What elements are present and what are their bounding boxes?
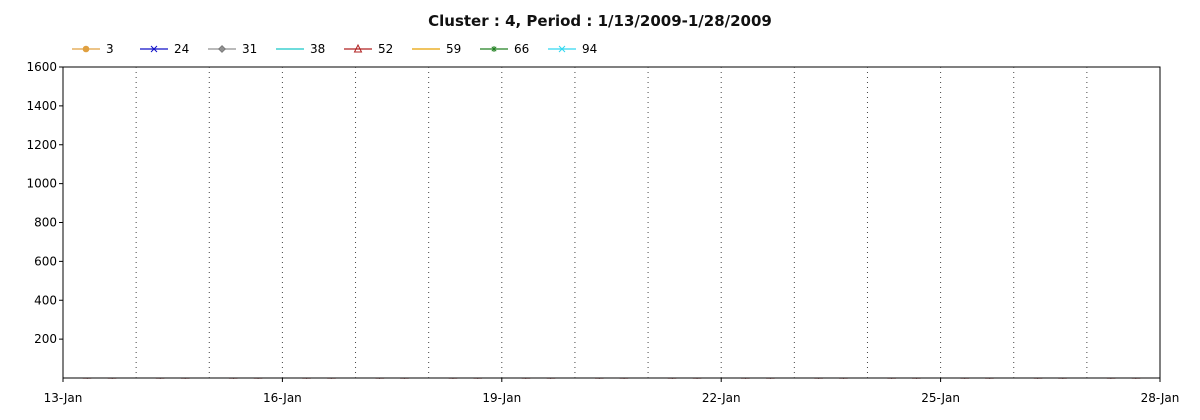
legend-item-31: 31 (208, 42, 257, 56)
legend-item-3: 3 (72, 42, 114, 56)
chart-title: Cluster : 4, Period : 1/13/2009-1/28/200… (428, 12, 772, 30)
x-tick-label: 19-Jan (482, 391, 521, 405)
axes: 200 400 600 800 1000 1200 1400 1600 13-Jan 16-Jan… (26, 60, 1179, 405)
legend-marker-94 (558, 45, 566, 53)
legend-item-66: 66 (480, 42, 529, 56)
legend-label-31: 31 (242, 42, 257, 56)
y-tick-label: 600 (34, 254, 57, 268)
y-tick-label: 400 (34, 293, 57, 307)
plot-frame (62, 66, 1161, 379)
legend-marker-66 (491, 46, 497, 52)
y-tick-label: 1400 (26, 99, 57, 113)
x-tick-label: 25-Jan (921, 391, 960, 405)
y-tick-label: 1000 (26, 177, 57, 191)
legend-label-52: 52 (378, 42, 393, 56)
legend-marker-24 (150, 45, 158, 53)
legend-item-59: 59 (412, 42, 461, 56)
legend-item-24: 24 (140, 42, 189, 56)
legend-item-38: 38 (276, 42, 325, 56)
legend-item-94: 94 (548, 42, 597, 56)
legend: 3 24 31 38 52 59 66 94 (72, 42, 597, 56)
legend-label-38: 38 (310, 42, 325, 56)
y-tick-label: 1600 (26, 60, 57, 74)
x-tick-label: 22-Jan (702, 391, 741, 405)
legend-marker-3 (82, 45, 90, 53)
legend-label-66: 66 (514, 42, 529, 56)
legend-marker-52 (353, 43, 363, 53)
x-tick-label: 13-Jan (44, 391, 83, 405)
y-tick-label: 800 (34, 216, 57, 230)
x-tick-label: 28-Jan (1141, 391, 1180, 405)
legend-item-52: 52 (344, 42, 393, 56)
legend-label-24: 24 (174, 42, 189, 56)
legend-marker-31 (218, 45, 226, 53)
y-tick-label: 200 (34, 332, 57, 346)
x-tick-label: 16-Jan (263, 391, 302, 405)
legend-label-3: 3 (106, 42, 114, 56)
y-tick-label: 1200 (26, 138, 57, 152)
legend-label-59: 59 (446, 42, 461, 56)
legend-label-94: 94 (582, 42, 597, 56)
